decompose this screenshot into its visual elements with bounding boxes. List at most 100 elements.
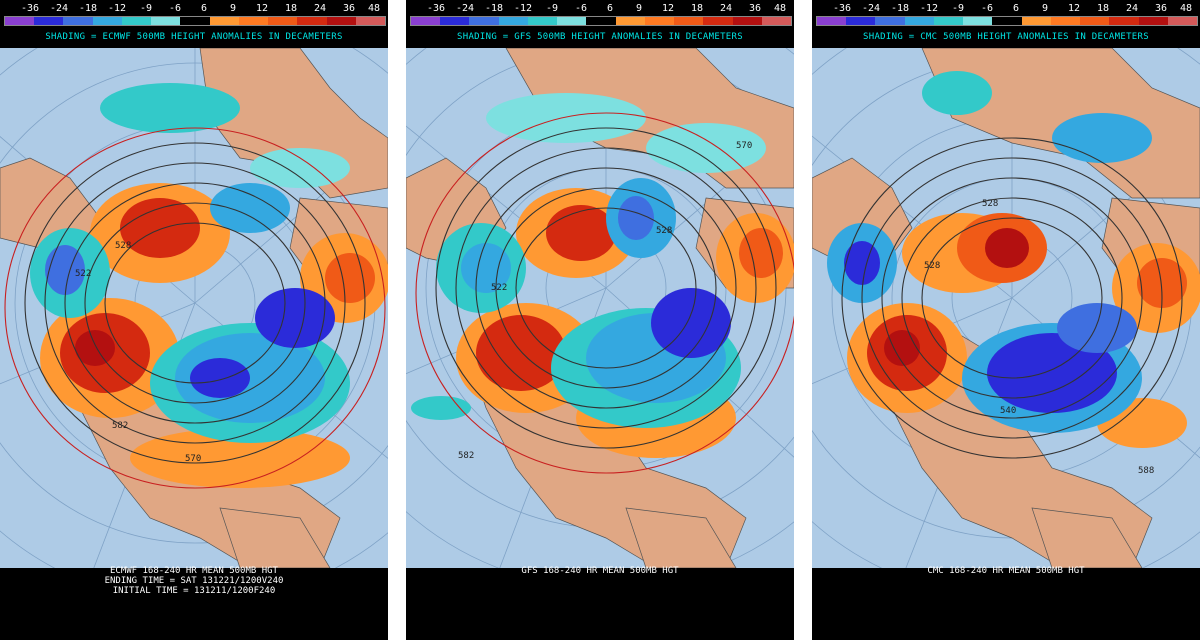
contour-label: 528: [656, 226, 672, 236]
legend-swatch: [644, 17, 675, 25]
legend-value: -24: [861, 3, 881, 14]
height-anomaly-map: 528 528 540 588: [812, 48, 1200, 568]
legend-value: -9: [951, 3, 965, 14]
height-contours: [841, 137, 1183, 459]
contour-label: 528: [982, 199, 998, 209]
map-footer: CMC 168-240 HR MEAN 500MB HGT: [812, 566, 1200, 576]
contour-label: 588: [1138, 466, 1154, 476]
legend-value: 6: [1012, 3, 1020, 14]
legend-value: 18: [284, 3, 298, 14]
contour-label: 540: [1000, 406, 1016, 416]
legend-value: 9: [1041, 3, 1049, 14]
color-legend-bar: [410, 16, 792, 26]
legend-value: 24: [719, 3, 733, 14]
legend-swatch: [817, 17, 847, 25]
legend-value: 36: [342, 3, 356, 14]
anomaly-shading: [30, 83, 388, 488]
legend-swatch: [703, 17, 733, 25]
legend-value: 12: [255, 3, 269, 14]
legend-value: 18: [1096, 3, 1110, 14]
legend-value: 36: [748, 3, 762, 14]
map-panel-cmc: -36 -24 -18 -12 -9 -6 6 9 12 18 24 36 48…: [812, 0, 1200, 640]
legend-swatch: [615, 17, 645, 25]
legend-swatch: [761, 17, 792, 25]
legend-swatch: [846, 17, 876, 25]
legend-value: 18: [690, 3, 704, 14]
map-footer: GFS 168-240 HR MEAN 500MB HGT: [406, 566, 794, 576]
legend-swatch: [498, 17, 528, 25]
map-footer: ECMWF 168-240 HR MEAN 500MB HGT ENDING T…: [0, 566, 388, 596]
legend-value: 6: [200, 3, 208, 14]
legend-swatch: [411, 17, 441, 25]
legend-value: -6: [574, 3, 588, 14]
shading-label: SHADING = CMC 500MB HEIGHT ANOMALIES IN …: [863, 32, 1149, 42]
legend-value: -9: [545, 3, 559, 14]
legend-swatch: [34, 17, 64, 25]
legend-value: 48: [773, 3, 787, 14]
legend-swatch: [121, 17, 152, 25]
legend-value: -24: [455, 3, 475, 14]
footer-line: INITIAL TIME = 131211/1200F240: [112, 586, 276, 596]
legend-value: -24: [49, 3, 69, 14]
legend-swatch: [674, 17, 704, 25]
legend-swatch: [63, 17, 93, 25]
legend-value: -12: [513, 3, 533, 14]
legend-swatch: [875, 17, 905, 25]
contour-label: 522: [491, 283, 507, 293]
legend-values: -36 -24 -18 -12 -9 -6 6 9 12 18 24 36 48: [812, 3, 1200, 15]
legend-value: -12: [107, 3, 127, 14]
legend-values: -36 -24 -18 -12 -9 -6 6 9 12 18 24 36 48: [406, 3, 794, 15]
contour-label: 582: [112, 421, 128, 431]
height-contours: [4, 127, 386, 489]
anomaly-shading: [411, 93, 794, 458]
legend-swatch: [5, 17, 35, 25]
contour-label: 522: [75, 269, 91, 279]
legend-swatch: [92, 17, 122, 25]
legend-value: 12: [1067, 3, 1081, 14]
legend-value: 48: [1179, 3, 1193, 14]
shading-label: SHADING = ECMWF 500MB HEIGHT ANOMALIES I…: [45, 32, 343, 42]
legend-swatch: [326, 17, 356, 25]
shading-label: SHADING = GFS 500MB HEIGHT ANOMALIES IN …: [457, 32, 743, 42]
height-contours: [415, 112, 794, 474]
legend-swatch: [933, 17, 964, 25]
legend-value: -6: [168, 3, 182, 14]
legend-value: 24: [313, 3, 327, 14]
legend-swatch: [238, 17, 269, 25]
legend-value: 9: [635, 3, 643, 14]
legend-swatch: [904, 17, 934, 25]
legend-value: -36: [832, 3, 852, 14]
footer-line: ECMWF 168-240 HR MEAN 500MB HGT: [110, 566, 278, 576]
legend-swatch: [355, 17, 386, 25]
legend-values: -36 -24 -18 -12 -9 -6 6 9 12 18 24 36 48: [0, 3, 388, 15]
contour-label: 528: [924, 261, 940, 271]
legend-swatch: [586, 17, 616, 25]
legend-swatch: [1021, 17, 1051, 25]
legend-value: -9: [139, 3, 153, 14]
contour-label: 528: [115, 241, 131, 251]
anomaly-shading: [827, 71, 1200, 448]
legend-value: 36: [1154, 3, 1168, 14]
legend-swatch: [180, 17, 210, 25]
legend-swatch: [469, 17, 499, 25]
legend-value: -6: [980, 3, 994, 14]
legend-swatch: [151, 17, 181, 25]
legend-swatch: [440, 17, 470, 25]
legend-value: 12: [661, 3, 675, 14]
contour-label: 570: [185, 454, 201, 464]
map-panel-ecmwf: -36 -24 -18 -12 -9 -6 6 9 12 18 24 36 48…: [0, 0, 388, 640]
map-panel-gfs: -36 -24 -18 -12 -9 -6 6 9 12 18 24 36 48…: [406, 0, 794, 640]
legend-swatch: [992, 17, 1022, 25]
legend-value: -18: [890, 3, 910, 14]
legend-swatch: [1109, 17, 1139, 25]
height-anomaly-map: 582 522 528 570: [406, 48, 794, 568]
legend-value: -12: [919, 3, 939, 14]
legend-swatch: [268, 17, 298, 25]
contour-label: 570: [736, 141, 752, 151]
legend-value: -36: [426, 3, 446, 14]
legend-swatch: [732, 17, 762, 25]
footer-line: ENDING TIME = SAT 131221/1200V240: [104, 576, 284, 586]
legend-value: -18: [484, 3, 504, 14]
contour-label: 582: [458, 451, 474, 461]
legend-swatch: [1167, 17, 1198, 25]
